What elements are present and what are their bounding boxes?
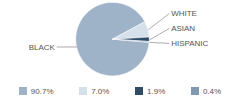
html-text:1.9%: 1.9% [147, 86, 166, 96]
html-text:90.7%: 90.7% [30, 86, 54, 96]
svg-text:BLACK: BLACK [29, 43, 56, 52]
html-text:0.4%: 0.4% [202, 86, 222, 96]
svg-text:WHITE: WHITE [171, 9, 197, 18]
html-text:7.0%: 7.0% [91, 86, 110, 96]
svg-text:HISPANIC: HISPANIC [171, 39, 208, 48]
svg-text:ASIAN: ASIAN [171, 24, 195, 33]
